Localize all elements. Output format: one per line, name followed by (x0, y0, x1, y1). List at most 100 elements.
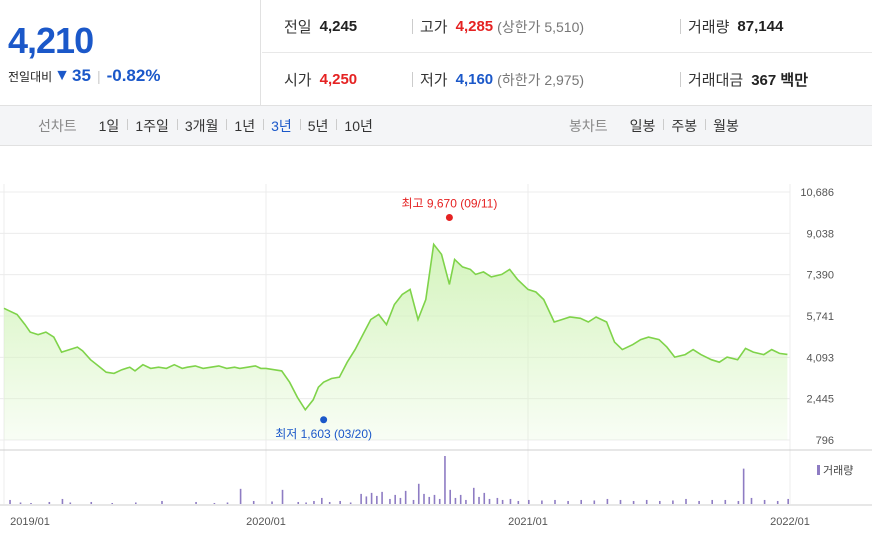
volume-bar (239, 488, 242, 504)
tab-weekly[interactable]: 주봉 (663, 116, 705, 136)
current-price: 4,210 (8, 20, 94, 61)
volume-bar (517, 500, 520, 504)
tab-1w[interactable]: 1주일 (127, 116, 177, 136)
volume-bar (528, 499, 530, 504)
volume-bar (19, 502, 22, 504)
stat-value: 4,160 (455, 71, 494, 88)
volume-bar (496, 497, 499, 504)
volume-bar (554, 499, 556, 504)
volume-bar (711, 499, 713, 504)
chart-tabs: 선차트 1일 1주일 3개월 1년 3년 5년 10년 봉차트 일봉 주봉 월봉 (0, 106, 872, 146)
volume-bar (742, 468, 745, 504)
volume-bar (619, 499, 622, 504)
stat-value: 367 백만 (751, 72, 808, 89)
volume-bar (606, 498, 609, 504)
volume-bar (305, 502, 307, 504)
quote-header: 4,210 전일대비 ▼ 35 | -0.82% 전일 4,245 고가 4,2… (0, 0, 872, 106)
tab-1y[interactable]: 1년 (226, 116, 263, 136)
y-tick-label: 10,686 (800, 187, 834, 199)
tab-1d[interactable]: 1일 (98, 118, 120, 134)
stat-open: 시가 4,250 (284, 53, 357, 106)
volume-bar (376, 495, 378, 504)
stat-label: 고가 (420, 19, 448, 36)
volume-bar (737, 500, 740, 504)
divider: | (96, 68, 101, 84)
stat-volume: 거래량 87,144 (680, 0, 783, 53)
low-marker (320, 416, 328, 424)
tab-3m[interactable]: 3개월 (176, 116, 227, 136)
low-label: 최저 1,603 (03/20) (275, 427, 372, 441)
high-label: 최고 9,670 (09/11) (401, 196, 497, 210)
stat-label: 거래량 (688, 19, 730, 36)
volume-legend-label: 거래량 (823, 464, 853, 477)
volume-bar (776, 500, 779, 504)
stat-high: 고가 4,285 (상한가 5,510) (412, 0, 584, 53)
price-change: 전일대비 ▼ 35 | -0.82% (8, 66, 160, 86)
volume-bar (297, 501, 300, 504)
volume-bar (195, 501, 197, 504)
line-chart-label: 선차트 (38, 118, 77, 134)
price-line (3, 242, 788, 412)
stats-row-2: 시가 4,250 저가 4,160 (하한가 2,975) 거래대금 367 백… (262, 53, 872, 106)
volume-bar (365, 496, 368, 504)
volume-bar (659, 500, 661, 504)
volume-bar (465, 499, 467, 504)
volume-bar (593, 500, 596, 504)
tab-daily[interactable]: 일봉 (629, 118, 656, 134)
volume-bar (472, 487, 475, 504)
volume-bar (213, 502, 216, 504)
volume-bar (30, 502, 32, 504)
volume-bar (389, 498, 391, 504)
volume-bar (750, 497, 753, 504)
volume-bar (321, 497, 323, 504)
volume-bar (428, 496, 431, 504)
tab-10y[interactable]: 10년 (336, 116, 380, 136)
volume-bar (698, 500, 700, 504)
x-tick-label: 2022/01 (770, 516, 810, 528)
volume-bar (501, 499, 504, 504)
stat-label: 거래대금 (688, 72, 744, 89)
volume-bar (399, 497, 402, 504)
volume-bar (271, 501, 273, 504)
volume-bar (360, 493, 362, 504)
y-tick-label: 2,445 (806, 394, 834, 406)
volume-bar (111, 502, 114, 504)
stat-value: 4,245 (319, 18, 358, 35)
volume-bar (580, 499, 582, 504)
stat-label: 시가 (284, 72, 312, 89)
volume-bar (763, 499, 766, 504)
volume-bar (632, 500, 635, 504)
volume-legend-swatch (817, 465, 820, 475)
tab-3y[interactable]: 3년 (263, 116, 300, 136)
volume-bar (672, 500, 674, 504)
volume-bar (417, 483, 420, 504)
candle-chart-label: 봉차트 (569, 118, 608, 134)
volume-bar (252, 500, 255, 504)
change-label: 전일대비 (8, 69, 53, 84)
volume-bar (423, 493, 425, 504)
y-tick-label: 5,741 (806, 311, 834, 323)
volume-bar (645, 499, 648, 504)
change-value: 35 (72, 66, 91, 85)
volume-bar (483, 492, 486, 504)
y-tick-label: 9,038 (806, 228, 834, 240)
volume-bar (370, 492, 373, 504)
volume-bar (444, 456, 446, 504)
down-arrow-icon: ▼ (54, 67, 71, 84)
volume-bar (404, 490, 407, 504)
volume-bar (328, 501, 331, 504)
volume-bar (454, 497, 457, 504)
y-tick-label: 796 (816, 435, 834, 447)
volume-bar (9, 499, 11, 504)
tab-5y[interactable]: 5년 (299, 116, 337, 136)
volume-bar (478, 496, 480, 504)
volume-bar (412, 499, 415, 504)
volume-bar (488, 498, 491, 504)
y-tick-label: 7,390 (806, 270, 834, 282)
price-summary: 4,210 전일대비 ▼ 35 | -0.82% (0, 0, 261, 106)
volume-bar (567, 500, 569, 504)
tab-monthly[interactable]: 월봉 (705, 116, 747, 136)
volume-bar (787, 498, 789, 504)
high-marker (445, 213, 453, 221)
stat-prev-close: 전일 4,245 (284, 0, 357, 53)
